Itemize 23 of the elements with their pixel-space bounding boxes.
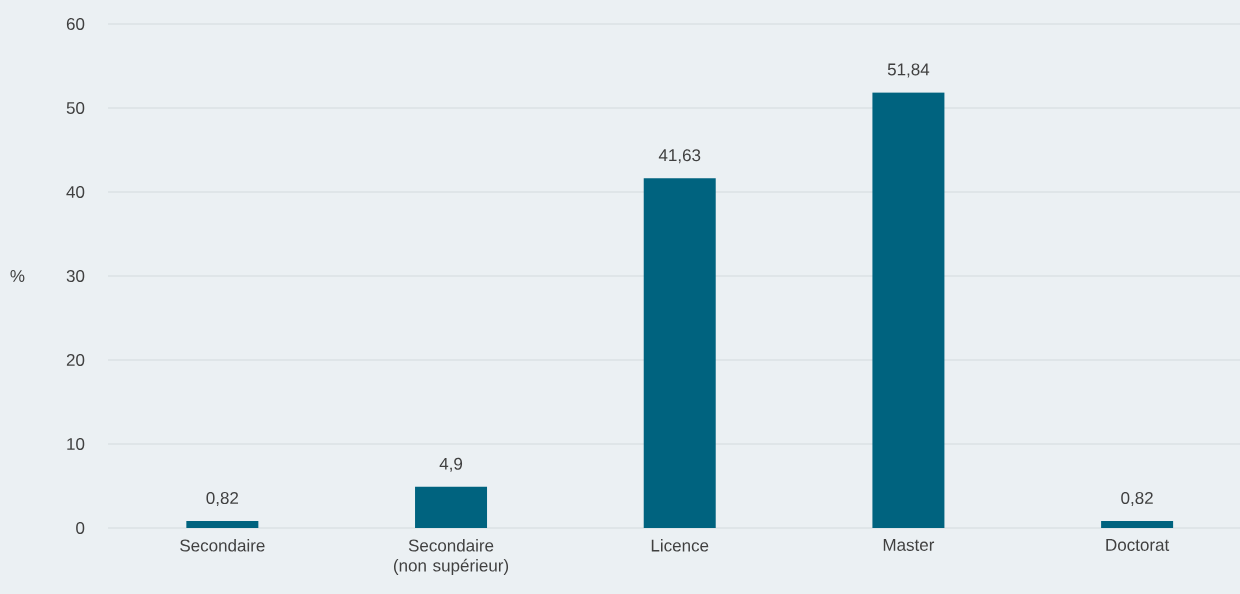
data-label: 0,82 [1121,492,1153,507]
x-tick-label: Licence [651,539,709,552]
data-label: 4,9 [439,457,463,472]
y-axis-title: % [10,270,25,282]
bar [186,521,259,528]
data-label: 41,63 [658,149,701,164]
bar [415,486,488,528]
y-tick-label: 60 [66,17,85,30]
y-tick-label: 30 [66,269,85,283]
y-tick-label: 50 [66,101,85,114]
bar [643,178,716,528]
y-tick-label: 40 [66,185,85,198]
y-tick-label: 20 [66,353,85,367]
x-tick-label: Doctorat [1106,539,1170,551]
bar [872,92,945,528]
bar [1101,521,1174,528]
data-label: 0,82 [206,492,239,507]
x-tick-label: Master [883,539,935,551]
data-label: 51,84 [887,63,930,78]
x-tick-label: Secondaire (non supérieur) [393,539,509,575]
y-tick-label: 10 [67,437,85,451]
x-tick-label: Secondaire [180,539,265,552]
y-tick-label: 0 [76,521,85,535]
